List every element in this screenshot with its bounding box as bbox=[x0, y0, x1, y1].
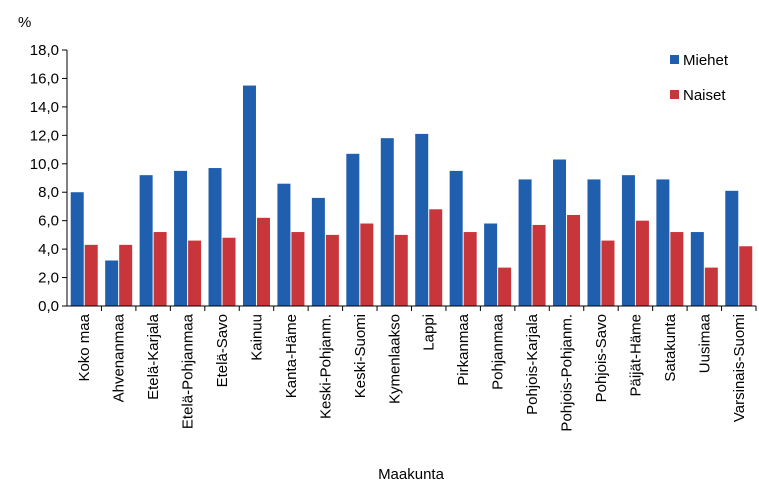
x-tick-label: Ahvenanmaa bbox=[111, 313, 128, 402]
bar-naiset-15 bbox=[567, 214, 581, 306]
y-tick-label: 18,0 bbox=[30, 42, 59, 59]
x-tick-label: Satakunta bbox=[662, 313, 679, 381]
bar-miehet-9 bbox=[346, 153, 360, 306]
bar-miehet-19 bbox=[690, 232, 704, 306]
y-unit-label: % bbox=[18, 14, 31, 31]
x-tick-label: Lappi bbox=[421, 314, 438, 351]
x-tick-label: Päijät-Häme bbox=[627, 314, 644, 397]
x-tick-label: Pirkanmaa bbox=[455, 313, 472, 385]
y-tick-label: 0,0 bbox=[38, 298, 59, 315]
bar-naiset-18 bbox=[670, 232, 684, 306]
x-tick-label: Keski-Pohjanm. bbox=[317, 314, 334, 419]
bar-naiset-6 bbox=[256, 217, 270, 306]
bar-naiset-5 bbox=[222, 237, 236, 306]
x-tick-label: Etelä-Karjala bbox=[145, 313, 162, 400]
bar-naiset-17 bbox=[635, 220, 649, 306]
bar-miehet-8 bbox=[311, 197, 325, 306]
y-tick-label: 8,0 bbox=[38, 184, 59, 201]
x-tick-label: Pohjois-Savo bbox=[593, 314, 610, 402]
bar-miehet-10 bbox=[380, 138, 394, 306]
x-axis: Koko maa Ahvenanmaa Etelä-Karjala Etelä-Poh… bbox=[76, 306, 757, 432]
bar-naiset-20 bbox=[739, 246, 753, 306]
legend-swatch-naiset bbox=[670, 90, 679, 99]
bar-naiset-3 bbox=[153, 232, 167, 306]
bar-miehet-7 bbox=[277, 183, 291, 306]
x-tick-label: Keski-Suomi bbox=[352, 314, 369, 398]
bar-miehet-15 bbox=[553, 159, 567, 306]
bar-miehet-6 bbox=[242, 85, 256, 306]
x-tick-label: Pohjois-Pohjanm. bbox=[559, 314, 576, 432]
bar-naiset-12 bbox=[463, 232, 477, 306]
bar-naiset-16 bbox=[601, 240, 615, 306]
bar-naiset-13 bbox=[498, 267, 512, 306]
y-tick-label: 10,0 bbox=[30, 156, 59, 173]
x-tick-label: Kainuu bbox=[248, 314, 265, 361]
bar-naiset-2 bbox=[119, 244, 133, 306]
bar-miehet-2 bbox=[105, 260, 119, 306]
bar-miehet-1 bbox=[70, 192, 84, 306]
x-tick-label: Etelä-Savo bbox=[214, 314, 231, 387]
bar-naiset-1 bbox=[84, 244, 98, 306]
x-tick-label: Uusimaa bbox=[696, 313, 713, 373]
bar-naiset-8 bbox=[325, 234, 339, 306]
x-tick-label: Pohjanmaa bbox=[490, 313, 507, 390]
y-tick-label: 2,0 bbox=[38, 270, 59, 287]
bar-naiset-11 bbox=[429, 209, 443, 306]
y-tick-label: 16,0 bbox=[30, 70, 59, 87]
x-tick-label: Varsinais-Suomi bbox=[731, 314, 748, 422]
legend-label-naiset: Naiset bbox=[683, 87, 726, 104]
legend: Miehet Naiset bbox=[670, 52, 729, 104]
x-axis-title: Maakunta bbox=[378, 466, 445, 483]
bar-naiset-14 bbox=[532, 224, 546, 306]
x-tick-label: Etelä-Pohjanmaa bbox=[180, 313, 197, 429]
y-axis: 0,0 2,0 4,0 6,0 8,0 10,0 12,0 14,0 16,0 18,0 bbox=[30, 42, 67, 315]
x-tick-label: Pohjois-Karjala bbox=[524, 313, 541, 415]
x-tick-label: Koko maa bbox=[76, 313, 93, 381]
bar-series bbox=[70, 85, 753, 306]
bar-naiset-4 bbox=[188, 240, 202, 306]
bar-miehet-18 bbox=[656, 179, 670, 306]
bar-miehet-17 bbox=[621, 175, 635, 306]
bar-miehet-5 bbox=[208, 168, 222, 306]
bar-miehet-3 bbox=[139, 175, 153, 306]
y-tick-label: 4,0 bbox=[38, 241, 59, 258]
bar-naiset-19 bbox=[704, 267, 718, 306]
bar-miehet-11 bbox=[415, 133, 429, 306]
bar-naiset-7 bbox=[291, 232, 305, 306]
y-tick-label: 6,0 bbox=[38, 213, 59, 230]
x-tick-label: Kanta-Häme bbox=[283, 314, 300, 398]
y-tick-label: 14,0 bbox=[30, 99, 59, 116]
legend-swatch-miehet bbox=[670, 55, 679, 64]
x-tick-label: Kymenlaakso bbox=[386, 314, 403, 404]
bar-miehet-20 bbox=[725, 190, 739, 306]
bar-miehet-12 bbox=[449, 170, 463, 306]
bar-miehet-16 bbox=[587, 179, 601, 306]
bar-miehet-14 bbox=[518, 179, 532, 306]
bar-miehet-13 bbox=[484, 223, 498, 306]
bar-miehet-4 bbox=[174, 170, 188, 306]
y-tick-label: 12,0 bbox=[30, 127, 59, 144]
legend-label-miehet: Miehet bbox=[683, 52, 729, 69]
bar-naiset-10 bbox=[394, 234, 408, 306]
bar-naiset-9 bbox=[360, 223, 374, 306]
